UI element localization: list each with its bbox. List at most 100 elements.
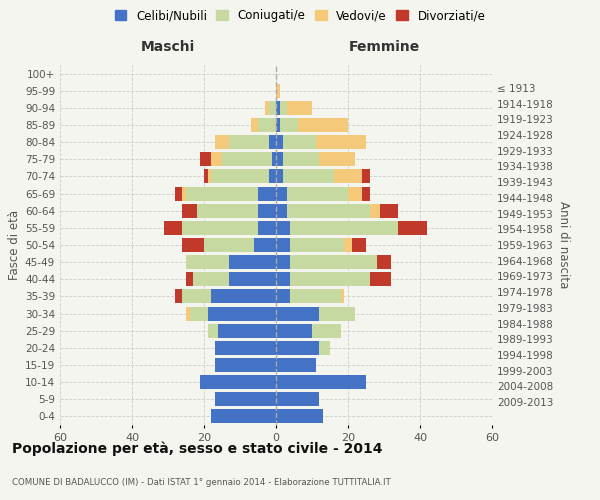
Bar xyxy=(290,290,341,304)
Bar xyxy=(186,186,258,200)
Bar xyxy=(164,221,182,235)
Bar xyxy=(319,152,355,166)
Bar xyxy=(211,170,269,183)
Bar xyxy=(319,341,330,355)
Bar xyxy=(276,324,312,338)
Bar xyxy=(222,152,272,166)
Bar xyxy=(283,152,319,166)
Bar xyxy=(276,135,283,149)
Bar xyxy=(334,170,362,183)
Bar xyxy=(211,290,276,304)
Bar xyxy=(197,204,258,218)
Bar xyxy=(283,135,316,149)
Bar xyxy=(276,170,283,183)
Bar xyxy=(362,186,370,200)
Bar xyxy=(276,272,290,286)
Bar xyxy=(290,272,370,286)
Bar xyxy=(280,101,287,115)
Bar xyxy=(276,392,319,406)
Bar xyxy=(211,410,276,424)
Bar xyxy=(276,410,323,424)
Bar xyxy=(215,341,276,355)
Bar xyxy=(280,118,298,132)
Bar xyxy=(276,186,287,200)
Bar xyxy=(208,170,211,183)
Bar xyxy=(283,170,334,183)
Bar xyxy=(276,290,290,304)
Bar xyxy=(290,221,398,235)
Bar xyxy=(182,221,258,235)
Bar xyxy=(200,375,276,389)
Y-axis label: Fasce di età: Fasce di età xyxy=(8,210,21,280)
Bar xyxy=(362,170,370,183)
Bar xyxy=(276,358,316,372)
Y-axis label: Anni di nascita: Anni di nascita xyxy=(557,202,570,288)
Bar xyxy=(344,238,352,252)
Bar xyxy=(377,255,391,269)
Bar xyxy=(370,272,391,286)
Bar xyxy=(193,272,229,286)
Text: Maschi: Maschi xyxy=(141,40,195,54)
Bar xyxy=(348,186,362,200)
Bar xyxy=(182,204,197,218)
Bar xyxy=(290,255,377,269)
Bar xyxy=(229,255,276,269)
Bar xyxy=(215,135,229,149)
Bar xyxy=(204,238,254,252)
Bar xyxy=(370,204,380,218)
Bar xyxy=(316,135,366,149)
Bar xyxy=(182,290,211,304)
Bar xyxy=(287,186,348,200)
Text: Popolazione per età, sesso e stato civile - 2014: Popolazione per età, sesso e stato civil… xyxy=(12,441,383,456)
Bar xyxy=(254,238,276,252)
Bar xyxy=(269,135,276,149)
Bar xyxy=(276,204,287,218)
Bar xyxy=(276,118,280,132)
Bar xyxy=(276,341,319,355)
Text: COMUNE DI BADALUCCO (IM) - Dati ISTAT 1° gennaio 2014 - Elaborazione TUTTITALIA.: COMUNE DI BADALUCCO (IM) - Dati ISTAT 1°… xyxy=(12,478,391,487)
Bar xyxy=(218,324,276,338)
Bar xyxy=(269,170,276,183)
Legend: Celibi/Nubili, Coniugati/e, Vedovi/e, Divorziati/e: Celibi/Nubili, Coniugati/e, Vedovi/e, Di… xyxy=(111,6,489,26)
Bar xyxy=(287,204,370,218)
Bar xyxy=(258,221,276,235)
Bar xyxy=(182,238,204,252)
Bar xyxy=(175,290,182,304)
Bar xyxy=(276,152,283,166)
Text: Femmine: Femmine xyxy=(349,40,419,54)
Bar xyxy=(204,170,208,183)
Bar xyxy=(258,118,276,132)
Bar xyxy=(398,221,427,235)
Bar xyxy=(251,118,258,132)
Bar xyxy=(287,101,312,115)
Bar xyxy=(182,186,186,200)
Bar xyxy=(276,238,290,252)
Bar xyxy=(312,324,341,338)
Bar xyxy=(276,255,290,269)
Bar xyxy=(215,392,276,406)
Bar xyxy=(229,272,276,286)
Bar xyxy=(258,186,276,200)
Bar xyxy=(208,306,276,320)
Bar xyxy=(276,101,280,115)
Bar xyxy=(276,221,290,235)
Bar xyxy=(229,135,269,149)
Bar xyxy=(272,152,276,166)
Bar xyxy=(200,152,211,166)
Bar xyxy=(186,255,229,269)
Bar xyxy=(290,238,344,252)
Bar xyxy=(258,204,276,218)
Bar xyxy=(215,358,276,372)
Bar xyxy=(298,118,348,132)
Bar xyxy=(211,152,222,166)
Bar xyxy=(352,238,366,252)
Bar xyxy=(190,306,208,320)
Bar xyxy=(265,101,269,115)
Bar xyxy=(186,306,190,320)
Bar xyxy=(208,324,218,338)
Bar xyxy=(341,290,344,304)
Bar xyxy=(276,306,319,320)
Bar xyxy=(276,84,280,98)
Bar xyxy=(276,375,366,389)
Bar xyxy=(175,186,182,200)
